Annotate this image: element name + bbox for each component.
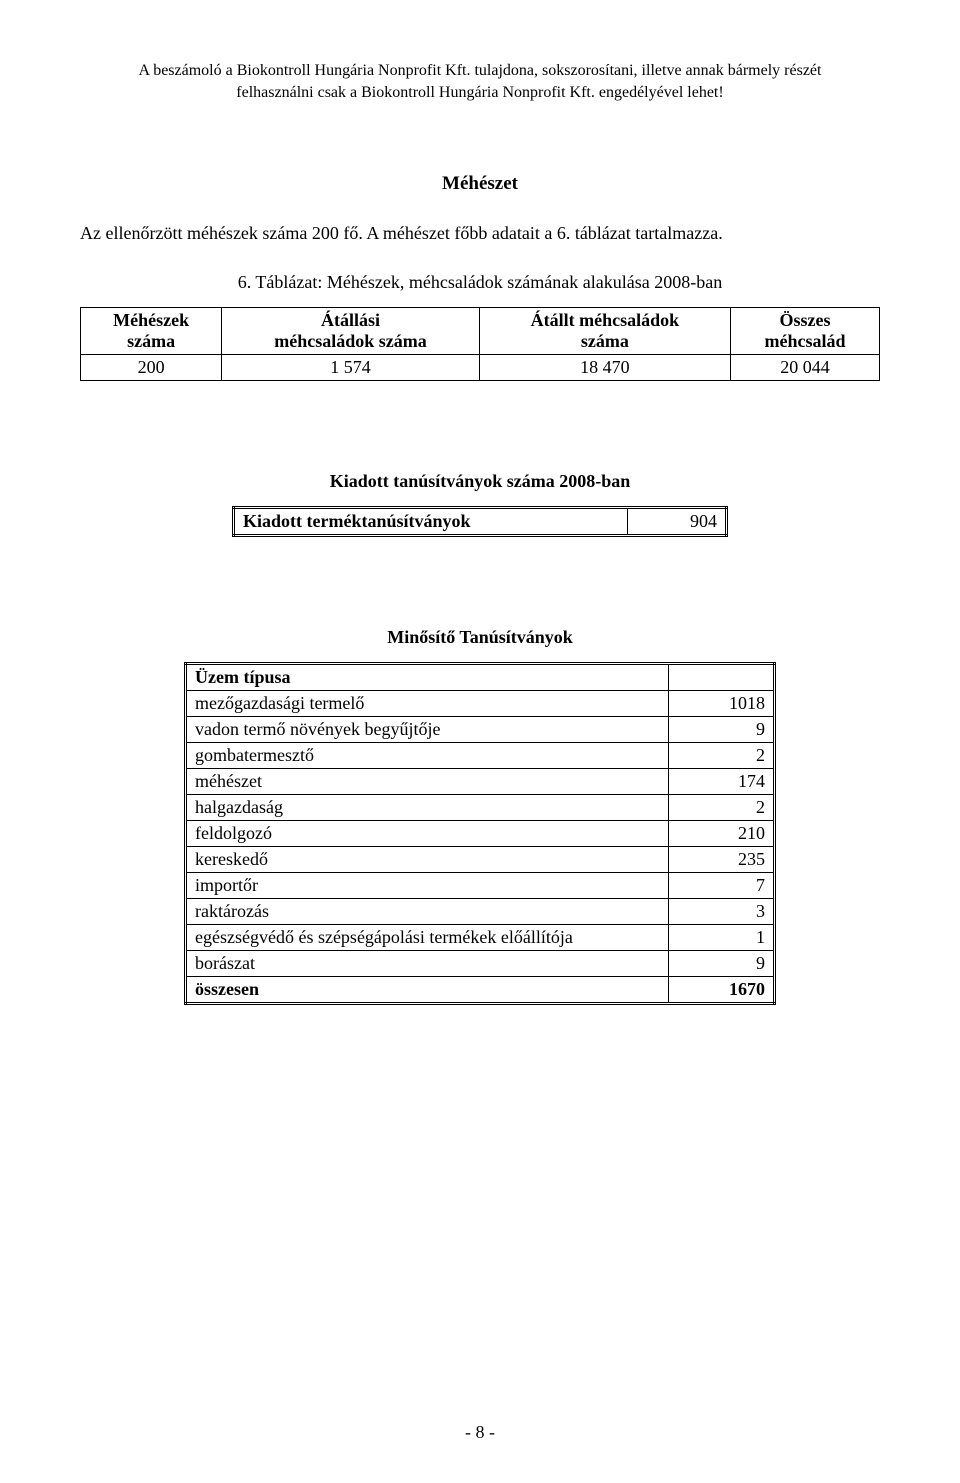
table3-col-header-value [668, 664, 774, 691]
table3-value: 210 [668, 821, 774, 847]
table-row: Üzem típusa [186, 664, 775, 691]
table1-header-1: Méhészek száma [81, 308, 222, 355]
table1-caption: 6. Táblázat: Méhészek, méhcsaládok számá… [80, 272, 880, 293]
table3-label: kereskedő [186, 847, 669, 873]
table-row: gombatermesztő 2 [186, 743, 775, 769]
table3-value: 3 [668, 899, 774, 925]
table-row: Méhészek száma Átállási méhcsaládok szám… [81, 308, 880, 355]
table3-label: egészségvédő és szépségápolási termékek … [186, 925, 669, 951]
table3-value: 174 [668, 769, 774, 795]
table3-value: 9 [668, 951, 774, 977]
table3-total-label: összesen [186, 977, 669, 1004]
page-number: - 8 - [0, 1422, 960, 1443]
document-page: A beszámoló a Biokontroll Hungária Nonpr… [0, 0, 960, 1483]
qualifying-certificates-table: Üzem típusa mezőgazdasági termelő 1018 v… [184, 662, 776, 1005]
table-row: vadon termő növények begyűjtője 9 [186, 717, 775, 743]
table-row: 200 1 574 18 470 20 044 [81, 355, 880, 381]
table3-label: halgazdaság [186, 795, 669, 821]
table3-label: vadon termő növények begyűjtője [186, 717, 669, 743]
header-note: A beszámoló a Biokontroll Hungária Nonpr… [80, 60, 880, 103]
table3-value: 9 [668, 717, 774, 743]
table3-value: 235 [668, 847, 774, 873]
header-line-2: felhasználni csak a Biokontroll Hungária… [236, 84, 723, 101]
table1-header-3: Átállt méhcsaládok száma [479, 308, 730, 355]
table3-label: borászat [186, 951, 669, 977]
intro-paragraph: Az ellenőrzött méhészek száma 200 fő. A … [80, 223, 880, 244]
table-row: halgazdaság 2 [186, 795, 775, 821]
table-row: borászat 9 [186, 951, 775, 977]
header-line-1: A beszámoló a Biokontroll Hungária Nonpr… [139, 62, 822, 79]
table3-label: mezőgazdasági termelő [186, 691, 669, 717]
table3-label: gombatermesztő [186, 743, 669, 769]
table-row: feldolgozó 210 [186, 821, 775, 847]
table1-cell: 20 044 [731, 355, 880, 381]
table-row: raktározás 3 [186, 899, 775, 925]
section-title: Méhészet [80, 173, 880, 195]
table3-label: importőr [186, 873, 669, 899]
table3-value: 1018 [668, 691, 774, 717]
table1-header-2: Átállási méhcsaládok száma [222, 308, 479, 355]
table2-label: Kiadott terméktanúsítványok [234, 508, 628, 536]
table3-value: 7 [668, 873, 774, 899]
table2-title: Kiadott tanúsítványok száma 2008-ban [80, 471, 880, 492]
table-row: egészségvédő és szépségápolási termékek … [186, 925, 775, 951]
table-row: importőr 7 [186, 873, 775, 899]
table3-label: méhészet [186, 769, 669, 795]
table3-col-header: Üzem típusa [186, 664, 669, 691]
table-row: kereskedő 235 [186, 847, 775, 873]
table2-value: 904 [628, 508, 727, 536]
table-row: méhészet 174 [186, 769, 775, 795]
table1-cell: 18 470 [479, 355, 730, 381]
beekeeping-stats-table: Méhészek száma Átállási méhcsaládok szám… [80, 307, 880, 381]
table1-cell: 1 574 [222, 355, 479, 381]
table3-label: raktározás [186, 899, 669, 925]
table1-cell: 200 [81, 355, 222, 381]
issued-certificates-table: Kiadott terméktanúsítványok 904 [232, 506, 728, 537]
table3-value: 2 [668, 795, 774, 821]
table1-header-4: Összes méhcsalád [731, 308, 880, 355]
table3-title: Minősítő Tanúsítványok [80, 627, 880, 648]
table-row: mezőgazdasági termelő 1018 [186, 691, 775, 717]
table-row: összesen 1670 [186, 977, 775, 1004]
table3-total-value: 1670 [668, 977, 774, 1004]
table3-value: 2 [668, 743, 774, 769]
table-row: Kiadott terméktanúsítványok 904 [234, 508, 727, 536]
table3-label: feldolgozó [186, 821, 669, 847]
table3-value: 1 [668, 925, 774, 951]
